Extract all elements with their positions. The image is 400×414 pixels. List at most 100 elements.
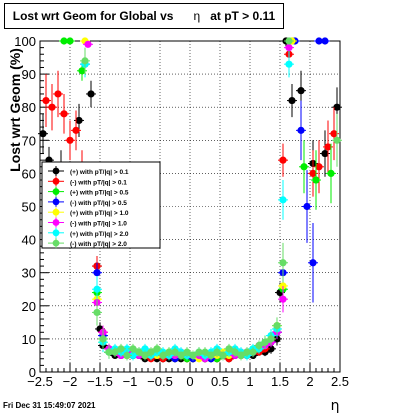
legend-marker: [52, 239, 60, 247]
data-point: [195, 348, 203, 356]
data-point: [189, 351, 197, 360]
data-point: [129, 351, 137, 360]
data-point: [321, 149, 329, 158]
data-point: [312, 176, 320, 184]
data-point: [219, 351, 227, 360]
data-point: [237, 351, 245, 360]
y-tick-label: 40: [22, 233, 36, 248]
series-7: [80, 37, 342, 361]
data-point: [84, 40, 92, 48]
legend-entry: (-) with pT/|q| > 2.0: [70, 241, 127, 248]
data-point: [159, 351, 167, 360]
data-point: [78, 67, 86, 75]
legend-marker: [52, 208, 60, 216]
data-point: [54, 90, 62, 98]
x-tick-label: 0.5: [211, 374, 229, 389]
data-point: [321, 37, 329, 45]
data-point: [177, 351, 185, 360]
data-point: [60, 110, 68, 118]
data-point: [213, 348, 221, 356]
data-point: [279, 259, 287, 267]
y-tick-label: 80: [22, 100, 36, 115]
data-point: [267, 345, 275, 353]
data-point: [297, 87, 305, 95]
data-point: [285, 60, 293, 68]
data-point: [303, 202, 311, 211]
legend-marker: [52, 229, 60, 237]
data-point: [129, 345, 137, 353]
data-point: [135, 348, 143, 356]
data-point: [87, 90, 95, 98]
x-tick-label: −0.5: [147, 374, 173, 389]
data-point: [201, 348, 209, 356]
data-point: [285, 37, 293, 45]
ticks-layer: −2.5 −2 −1.5 −1 −0.5 0 0.5 1 1.5 2 2.5 0 10 20 30 40 50 6…: [14, 34, 349, 389]
data-point: [66, 136, 74, 144]
data-point: [288, 96, 296, 105]
legend-marker: [52, 188, 60, 196]
data-point: [48, 103, 56, 111]
data-point: [333, 136, 341, 144]
x-tick-label: −2.5: [27, 374, 53, 389]
y-tick-label: 100: [14, 34, 36, 49]
data-point: [66, 37, 74, 45]
y-tick-label: 90: [22, 67, 36, 82]
data-point: [300, 163, 308, 171]
data-point: [93, 285, 101, 293]
y-tick-label: 0: [29, 365, 36, 380]
data-layer: [38, 37, 342, 363]
data-point: [279, 196, 287, 204]
data-point: [105, 348, 113, 356]
data-point: [225, 345, 233, 353]
x-tick-label: −1.5: [87, 374, 113, 389]
legend-marker: [52, 198, 60, 206]
data-point: [183, 348, 191, 356]
y-axis-label: Lost wrt Geom (%): [7, 48, 23, 172]
legend-entry: (-) with pT/|q| > 0.5: [70, 200, 127, 207]
data-point: [261, 338, 269, 346]
data-point: [309, 259, 317, 267]
x-tick-label: 2.5: [331, 374, 349, 389]
footer-date: Fri Dec 31 15:49:07 2021: [3, 401, 96, 410]
legend-marker: [52, 219, 60, 226]
x-tick-label: −2: [63, 374, 78, 389]
legend-entry: (+) with pT/|q| > 0.1: [70, 169, 129, 176]
chart-title: Lost wrt Geom for Global vs η at pT > 0.…: [4, 3, 284, 29]
data-point: [273, 322, 281, 330]
legend-marker: [52, 167, 60, 175]
data-point: [171, 348, 179, 356]
data-point: [81, 57, 89, 65]
legend-box: [41, 161, 161, 249]
data-point: [93, 308, 101, 317]
data-point: [231, 348, 239, 356]
data-point: [207, 351, 215, 360]
y-tick-label: 70: [22, 133, 36, 148]
data-point: [243, 348, 251, 356]
data-point: [153, 345, 161, 353]
legend-entry: (+) with pT/|q| > 1.0: [70, 210, 129, 217]
legend: (+) with pT/|q| > 0.1 (-) with pT/|q| > 0…: [41, 161, 161, 249]
legend-entry: (-) with pT/|q| > 1.0: [70, 221, 127, 228]
data-point: [249, 348, 257, 356]
legend-marker: [52, 177, 60, 185]
data-point: [72, 126, 80, 134]
data-point: [60, 37, 68, 45]
data-point: [165, 348, 173, 356]
data-point: [255, 341, 263, 350]
data-point: [285, 44, 293, 52]
data-point: [330, 130, 338, 138]
data-point: [42, 96, 50, 105]
data-point: [333, 103, 341, 111]
data-point: [141, 345, 149, 353]
data-point: [297, 126, 305, 134]
data-point: [315, 37, 323, 45]
chart-title-prefix: Lost wrt Geom for Global vs: [12, 9, 174, 23]
x-tick-label: 0: [186, 374, 193, 389]
data-point: [75, 116, 83, 125]
y-tick-label: 20: [22, 299, 36, 314]
data-point: [93, 269, 101, 277]
data-point: [147, 348, 155, 356]
y-tick-label: 10: [22, 332, 36, 347]
x-tick-label: 1.5: [271, 374, 289, 389]
chart-title-eta-symbol: η: [193, 9, 201, 23]
